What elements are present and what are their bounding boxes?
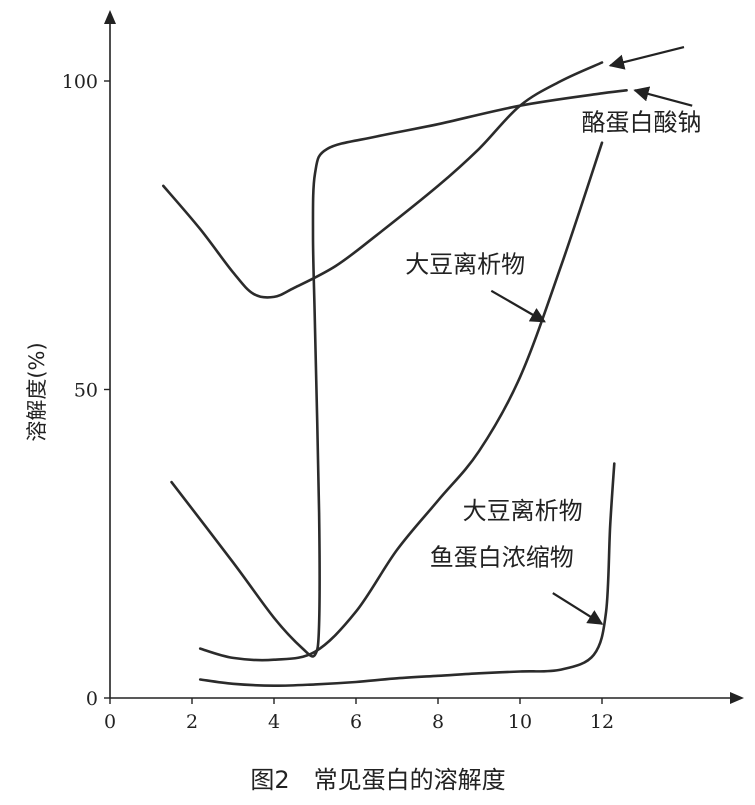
x-tick-label-0: 0 bbox=[104, 711, 116, 733]
x-tick-label-3: 6 bbox=[350, 711, 362, 733]
series-line-0 bbox=[170, 89, 628, 658]
x-tick-label-4: 8 bbox=[432, 711, 444, 733]
series-line-3 bbox=[198, 462, 616, 688]
x-tick-label-5: 10 bbox=[508, 711, 532, 733]
y-axis-label: 溶解度(%) bbox=[25, 342, 49, 441]
series-group bbox=[162, 61, 628, 688]
annotation-arrow-2 bbox=[608, 45, 685, 70]
annotation-label-4: 鱼蛋白浓缩物 bbox=[430, 543, 574, 571]
x-ticks: 0 2 4 6 8 10 12 bbox=[104, 698, 614, 733]
series-line-1 bbox=[162, 61, 604, 299]
annotation-label-0: 酪蛋白酸钠 bbox=[582, 108, 702, 136]
y-tick-label-2: 100 bbox=[62, 71, 98, 93]
y-axis-arrow bbox=[104, 10, 116, 24]
figure-caption: 图2 常见蛋白的溶解度 bbox=[250, 766, 505, 794]
x-tick-label-1: 2 bbox=[186, 711, 198, 733]
y-tick-label-1: 50 bbox=[74, 380, 98, 402]
x-tick-label-6: 12 bbox=[590, 711, 614, 733]
annotation-arrow-0 bbox=[633, 86, 693, 107]
series-line-2 bbox=[198, 141, 604, 662]
annotation-label-3: 大豆离析物 bbox=[463, 497, 583, 525]
x-axis-arrow bbox=[730, 692, 744, 704]
annotation-label-1: 大豆离析物 bbox=[405, 250, 525, 278]
annotation-arrow-1 bbox=[490, 289, 546, 323]
annotation-arrow-4 bbox=[552, 592, 604, 625]
x-tick-label-2: 4 bbox=[268, 711, 280, 733]
y-tick-label-0: 0 bbox=[86, 688, 98, 710]
y-ticks: 0 50 100 bbox=[62, 71, 110, 710]
